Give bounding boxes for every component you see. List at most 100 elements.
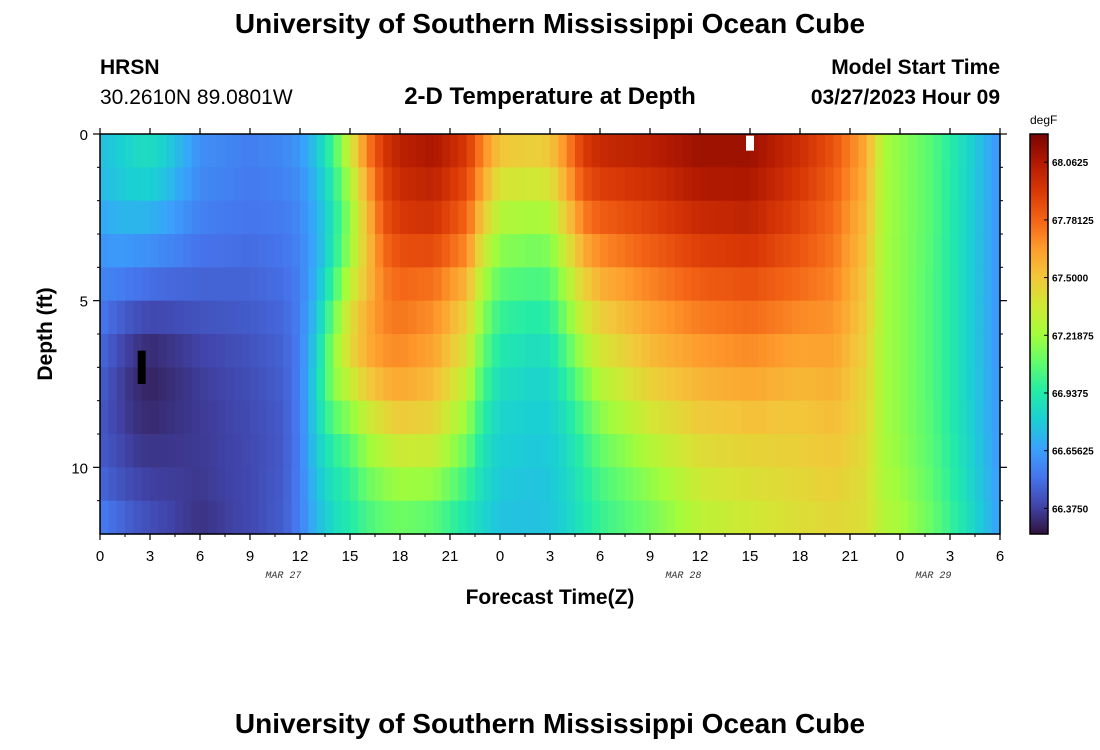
heatmap-cell	[366, 267, 376, 302]
heatmap-cell	[108, 434, 118, 468]
heatmap-cell	[850, 367, 859, 402]
heatmap-cell	[783, 400, 793, 435]
heatmap-cell	[208, 200, 218, 235]
heatmap-cell	[750, 134, 759, 168]
heatmap-cell	[775, 267, 784, 302]
heatmap-cell	[125, 367, 134, 402]
heatmap-cell	[108, 234, 118, 268]
heatmap-cell	[308, 300, 318, 335]
heatmap-cell	[641, 434, 651, 468]
heatmap-cell	[408, 167, 418, 202]
heatmap-cell	[958, 200, 968, 235]
heatmap-cell	[416, 300, 426, 335]
heatmap-cell	[816, 434, 826, 468]
heatmap-cell	[700, 434, 709, 468]
heatmap-cell	[116, 134, 126, 168]
heatmap-cell	[683, 267, 693, 302]
heatmap-cell	[600, 300, 609, 335]
heatmap-cell	[666, 200, 676, 235]
heatmap-cell	[333, 234, 343, 268]
heatmap-cell	[991, 200, 1001, 235]
heatmap-cell	[866, 367, 876, 402]
heatmap-cell	[591, 434, 601, 468]
heatmap-cell	[508, 467, 518, 502]
heatmap-cell	[491, 234, 501, 268]
heatmap-cell	[458, 500, 468, 535]
heatmap-cell	[533, 334, 543, 368]
heatmap-cell	[125, 234, 134, 268]
heatmap-cell	[333, 434, 343, 468]
heatmap-cell	[366, 500, 376, 535]
heatmap-cell	[825, 200, 834, 235]
heatmap-cell	[675, 334, 684, 368]
heatmap-cell	[191, 200, 201, 235]
heatmap-cell	[641, 500, 651, 535]
heatmap-cell	[433, 434, 443, 468]
heatmap-cell	[300, 267, 309, 302]
heatmap-cell	[383, 434, 393, 468]
heatmap-cell	[458, 334, 468, 368]
heatmap-cell	[466, 300, 476, 335]
heatmap-cell	[700, 367, 709, 402]
heatmap-cell	[341, 467, 351, 502]
heatmap-cell	[425, 134, 434, 168]
heatmap-cell	[575, 467, 584, 502]
heatmap-cell	[758, 400, 768, 435]
heatmap-cell	[866, 500, 876, 535]
heatmap-cell	[516, 467, 526, 502]
heatmap-cell	[833, 234, 843, 268]
heatmap-cell	[783, 500, 793, 535]
heatmap-cell	[300, 434, 309, 468]
heatmap-cell	[133, 167, 143, 202]
heatmap-cell	[725, 500, 734, 535]
heatmap-cell	[591, 234, 601, 268]
heatmap-cell	[183, 467, 193, 502]
heatmap-cell	[925, 267, 934, 302]
heatmap-cell	[575, 434, 584, 468]
heatmap-cell	[708, 200, 718, 235]
heatmap-cell	[683, 134, 693, 168]
heatmap-cell	[750, 200, 759, 235]
heatmap-cell	[975, 467, 984, 502]
heatmap-cell	[666, 367, 676, 402]
heatmap-cell	[258, 167, 268, 202]
heatmap-cell	[175, 134, 184, 168]
heatmap-cell	[458, 400, 468, 435]
heatmap-cell	[791, 134, 801, 168]
heatmap-cell	[875, 334, 884, 368]
heatmap-cell	[700, 500, 709, 535]
heatmap-cell	[616, 434, 626, 468]
heatmap-cell	[808, 334, 818, 368]
heatmap-cell	[366, 434, 376, 468]
heatmap-cell	[391, 167, 401, 202]
heatmap-cell	[216, 200, 226, 235]
heatmap-cell	[866, 200, 876, 235]
heatmap-cell	[316, 200, 326, 235]
heatmap-cell	[375, 434, 384, 468]
colorbar-tick-label: 67.21875	[1052, 331, 1094, 342]
heatmap-cell	[916, 267, 926, 302]
heatmap-cell	[141, 400, 151, 435]
heatmap-cell	[383, 467, 393, 502]
heatmap-cell	[750, 367, 759, 402]
heatmap-cell	[958, 267, 968, 302]
heatmap-cell	[341, 167, 351, 202]
heatmap-cell	[175, 467, 184, 502]
heatmap-cell	[816, 267, 826, 302]
heatmap-cell	[975, 267, 984, 302]
heatmap-cell	[291, 434, 301, 468]
model-start-label: Model Start Time	[831, 56, 1000, 79]
heatmap-cell	[508, 200, 518, 235]
heatmap-cell	[525, 434, 534, 468]
heatmap-cell	[716, 234, 726, 268]
heatmap-cell	[258, 400, 268, 435]
heatmap-cell	[158, 134, 168, 168]
heatmap-cell	[450, 500, 459, 535]
heatmap-cell	[383, 234, 393, 268]
heatmap-cell	[358, 234, 368, 268]
heatmap-cell	[616, 400, 626, 435]
heatmap-cell	[300, 500, 309, 535]
heatmap-cell	[550, 167, 559, 202]
heatmap-cell	[516, 434, 526, 468]
heatmap-cell	[608, 200, 618, 235]
